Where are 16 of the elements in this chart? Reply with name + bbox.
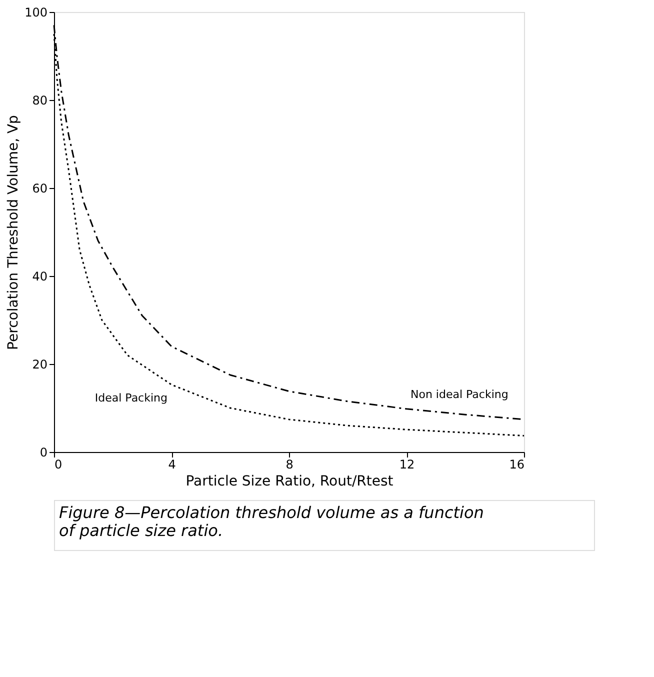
x-axis-title: Particle Size Ratio, Rout/Rtest [186,474,394,490]
series-label: Ideal Packing [94,392,168,405]
y-tick-label: 0 [40,446,48,460]
series-label: Non ideal Packing [410,388,508,401]
y-tick-label: 60 [32,182,48,196]
x-tick-label: 4 [168,458,176,472]
y-tick-label: 80 [32,94,48,108]
x-tick-label: 0 [54,458,62,472]
y-tick-label: 20 [32,358,48,372]
caption: Figure 8—Percolation threshold volume as a function of particle size ratio. [59,503,484,540]
y-tick-label: 40 [32,270,48,284]
y-tick-label: 100 [24,6,48,20]
x-tick-label: 12 [399,458,415,472]
y-axis-title: Percolation Threshold Volume, Vp [6,114,22,350]
x-tick-label: 8 [286,458,294,472]
x-tick-label: 16 [509,458,524,472]
